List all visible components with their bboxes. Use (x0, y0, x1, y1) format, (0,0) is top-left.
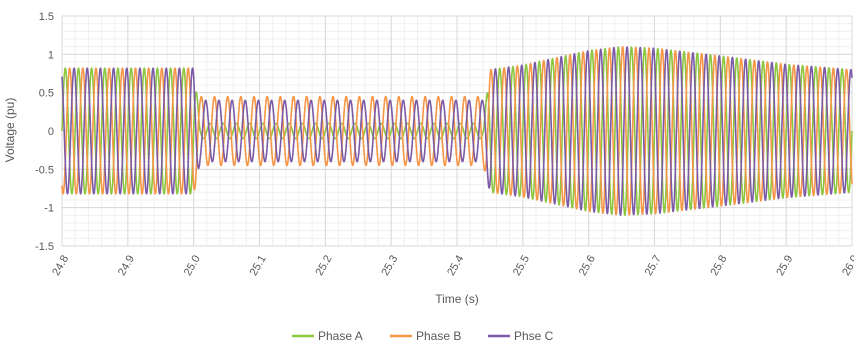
x-tick-label: 25.3 (379, 253, 400, 278)
x-tick-label: 25.7 (643, 253, 664, 278)
x-tick-label: 25.6 (577, 253, 598, 278)
y-tick-label: 1 (48, 49, 54, 61)
x-tick-label: 24.8 (50, 253, 71, 278)
x-tick-label: 25.2 (313, 253, 334, 278)
x-tick-label: 25.5 (511, 253, 532, 278)
x-tick-label: 25.4 (445, 253, 466, 278)
y-tick-label: 0 (48, 126, 54, 138)
legend-label: Phase A (318, 329, 363, 343)
y-tick-labels: 1.5 1 0.5 0 -0.5 -1 -1.5 (35, 11, 54, 253)
legend-label: Phase B (416, 329, 461, 343)
series-line-phase-b (61, 46, 853, 216)
y-axis-title: Voltage (pu) (3, 98, 17, 163)
legend-label: Phse C (514, 329, 554, 343)
x-tick-label: 25.9 (774, 253, 795, 278)
y-tick-label: 1.5 (39, 11, 54, 23)
series-layer (61, 46, 853, 216)
x-tick-label: 25.8 (708, 253, 729, 278)
y-tick-label: -1.5 (35, 241, 54, 253)
x-tick-label: 26.0 (840, 253, 854, 278)
y-tick-label: -1 (44, 203, 54, 215)
x-tick-labels: 24.8 24.9 25.0 25.1 25.2 25.3 25.4 25.5 25.6 25.7… (50, 253, 854, 278)
series-line-phse-c (61, 46, 853, 216)
series-line-phase-a (61, 46, 853, 216)
legend: Phase A Phase B Phse C (292, 329, 554, 343)
x-axis-title: Time (s) (435, 292, 479, 306)
y-tick-label: 0.5 (39, 88, 54, 100)
y-tick-label: -0.5 (35, 164, 54, 176)
x-tick-label: 24.9 (116, 253, 137, 278)
x-tick-label: 25.1 (248, 253, 269, 278)
x-tick-label: 25.0 (182, 253, 203, 278)
